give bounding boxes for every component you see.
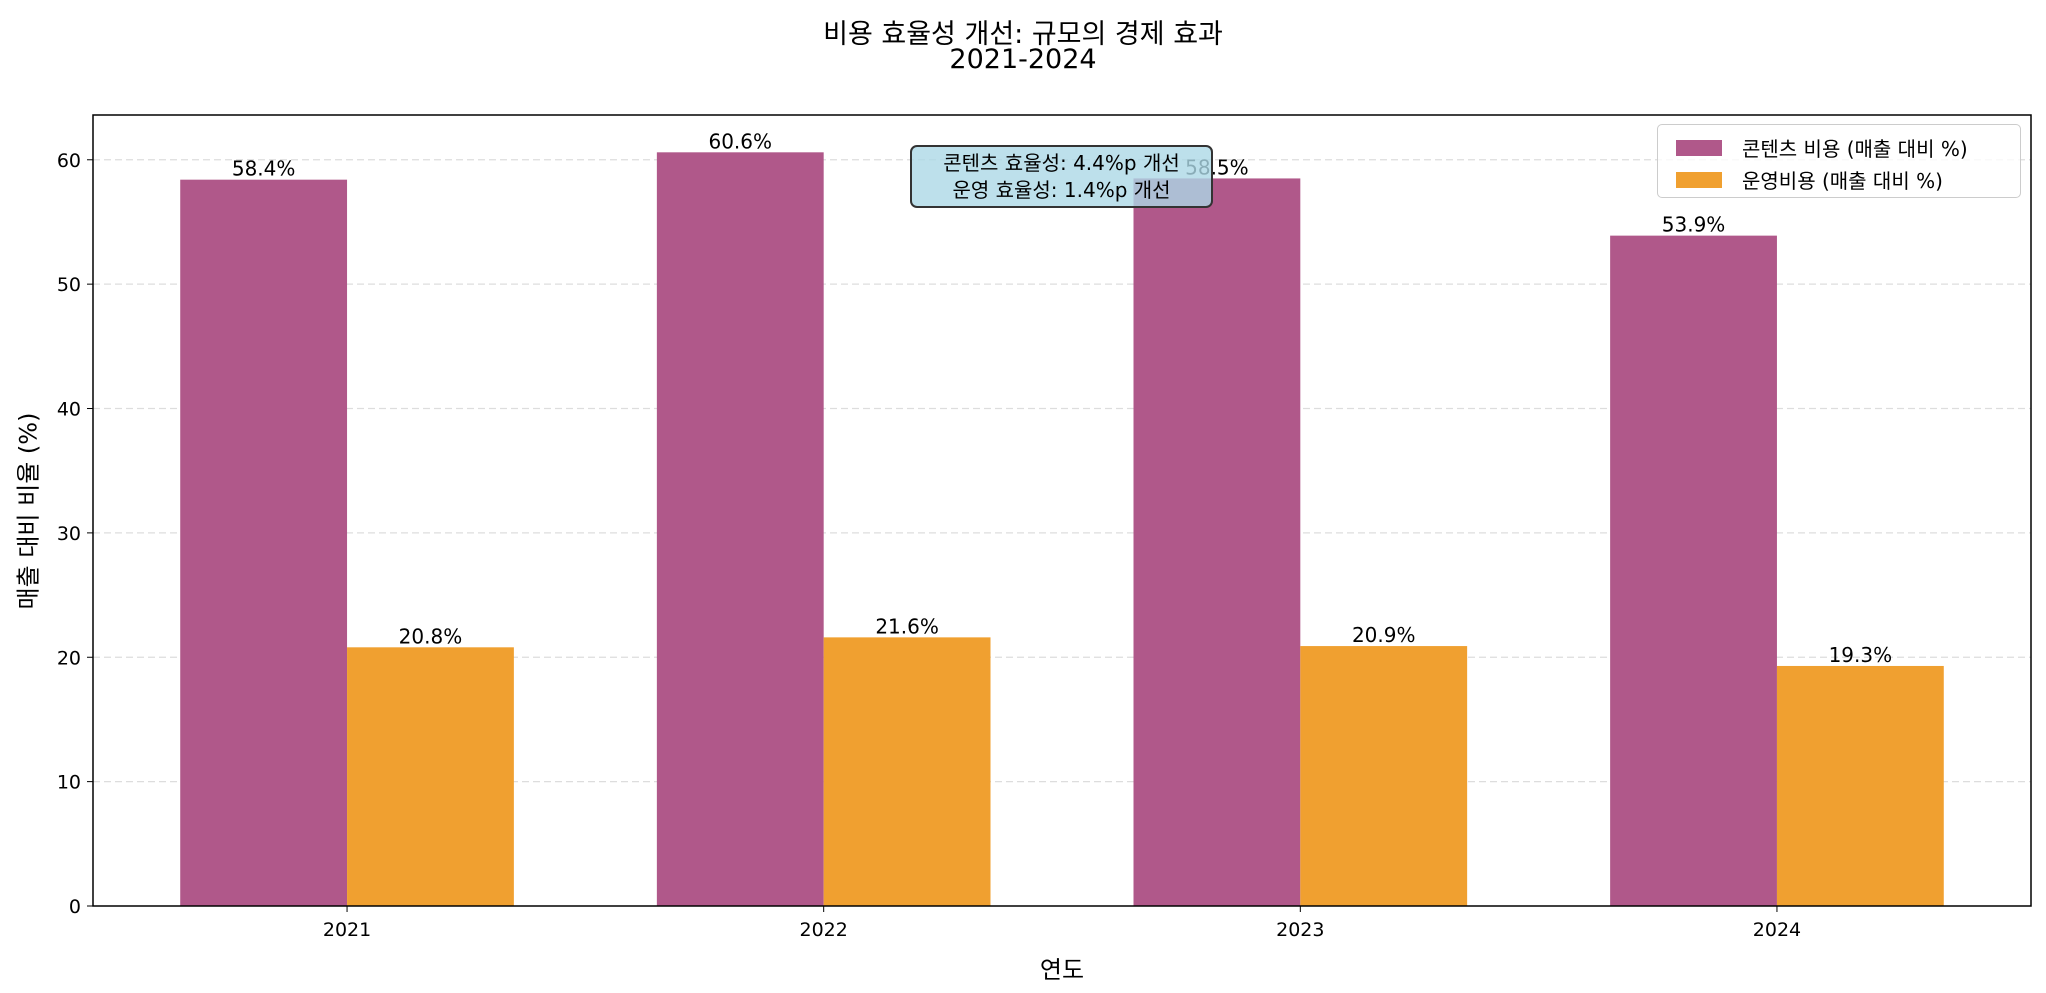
data-label: 21.6%	[875, 614, 939, 638]
data-label: 58.4%	[232, 157, 296, 181]
y-axis-label: 매출 대비 비율 (%)	[14, 412, 43, 610]
y-tick-label: 60	[57, 150, 81, 172]
bar	[1776, 665, 1944, 906]
chart-subtitle: 2021-2024	[949, 44, 1097, 75]
y-tick-label: 0	[69, 896, 81, 918]
x-tick-label: 2021	[323, 919, 371, 941]
data-label: 53.9%	[1662, 213, 1726, 237]
y-tick-label: 30	[57, 523, 81, 545]
bar	[1133, 178, 1301, 906]
bar	[180, 179, 348, 906]
data-label: 60.6%	[708, 129, 772, 153]
legend-label: 콘텐츠 비용 (매출 대비 %)	[1742, 137, 1968, 161]
legend-swatch	[1676, 171, 1722, 188]
bar	[1610, 235, 1777, 906]
y-tick-label: 10	[57, 772, 81, 794]
legend-item: 운영비용 (매출 대비 %)	[1676, 165, 1943, 194]
x-tick-label: 2024	[1753, 919, 1801, 941]
bar	[347, 647, 514, 906]
axes-frame	[92, 114, 2032, 907]
x-axis-label: 연도	[1039, 956, 1085, 984]
legend-swatch	[1676, 139, 1722, 156]
annotation-box: 콘텐츠 효율성: 4.4%p 개선 운영 효율성: 1.4%p 개선	[910, 145, 1213, 208]
annotation-line: 콘텐츠 효율성: 4.4%p 개선	[943, 151, 1180, 175]
annotation-line: 운영 효율성: 1.4%p 개선	[952, 178, 1171, 202]
legend-label: 운영비용 (매출 대비 %)	[1742, 169, 1943, 193]
chart-title: 비용 효율성 개선: 규모의 경제 효과	[823, 19, 1223, 50]
legend-item: 콘텐츠 비용 (매출 대비 %)	[1676, 133, 1968, 162]
bar	[823, 637, 991, 906]
bar	[1300, 646, 1468, 906]
x-tick-label: 2023	[1276, 919, 1324, 941]
y-tick-label: 20	[57, 647, 81, 669]
legend: 콘텐츠 비용 (매출 대비 %) 운영비용 (매출 대비 %)	[1657, 124, 2021, 198]
y-tick-label: 50	[57, 274, 81, 296]
x-tick-label: 2022	[800, 919, 848, 941]
data-label: 20.8%	[399, 624, 463, 648]
data-label: 20.9%	[1352, 623, 1416, 647]
bar	[656, 152, 824, 906]
data-label: 19.3%	[1829, 643, 1893, 667]
y-tick-label: 40	[57, 399, 81, 421]
